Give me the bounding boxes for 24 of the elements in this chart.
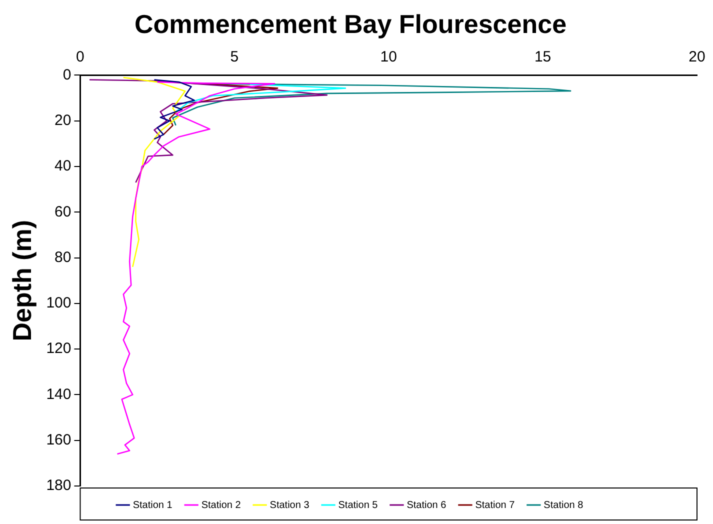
- legend-label: Station 2: [201, 500, 242, 511]
- legend-label: Station 8: [544, 500, 584, 511]
- legend-label: Station 1: [132, 500, 173, 511]
- legend-label: Station 5: [338, 500, 378, 511]
- y-tick-label: 180: [46, 477, 72, 494]
- x-tick-label: 0: [76, 48, 84, 66]
- legend-label: Station 7: [475, 500, 516, 511]
- y-tick-label: 20: [54, 112, 72, 129]
- y-tick-label: 100: [46, 294, 72, 312]
- legend-label: Station 3: [270, 500, 310, 511]
- chart-title: Commencement Bay Flourescence: [134, 8, 567, 39]
- y-axis-title: Depth (m): [6, 220, 37, 342]
- x-tick-label: 10: [380, 48, 397, 66]
- legend-label: Station 6: [406, 500, 447, 511]
- y-tick-label: 80: [54, 248, 72, 266]
- x-tick-label: 15: [534, 48, 552, 66]
- x-tick-label: 5: [230, 48, 239, 66]
- y-tick-label: 140: [46, 386, 72, 403]
- y-tick-label: 160: [46, 431, 72, 448]
- y-tick-label: 0: [62, 66, 72, 84]
- y-tick-label: 60: [54, 203, 72, 220]
- x-tick-label: 20: [688, 48, 706, 66]
- y-tick-label: 40: [54, 158, 72, 175]
- y-tick-label: 120: [46, 340, 72, 358]
